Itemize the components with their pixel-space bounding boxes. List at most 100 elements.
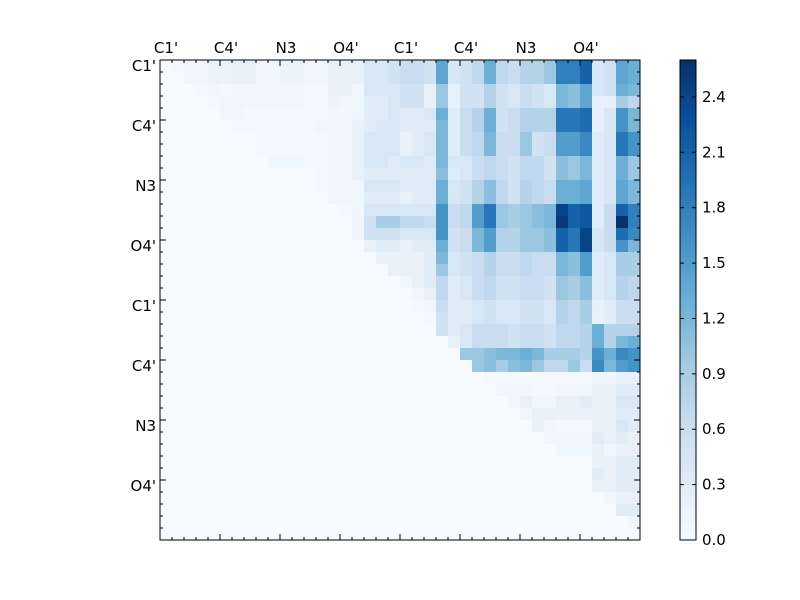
heatmap-cell <box>280 216 293 229</box>
heatmap-cell <box>628 60 641 73</box>
heatmap-cell <box>160 384 173 397</box>
heatmap-cell <box>532 252 545 265</box>
heatmap-cell <box>400 456 413 469</box>
heatmap-cell <box>604 492 617 505</box>
heatmap-cell <box>352 504 365 517</box>
heatmap-cell <box>280 96 293 109</box>
colorbar-tick-label: 0.6 <box>702 420 726 438</box>
heatmap-cell <box>196 192 209 205</box>
heatmap-cell <box>520 144 533 157</box>
heatmap-cell <box>592 456 605 469</box>
heatmap-cell <box>160 72 173 85</box>
heatmap-cell <box>268 492 281 505</box>
heatmap-cell <box>160 312 173 325</box>
heatmap-cell <box>376 108 389 121</box>
heatmap-cell <box>568 120 581 133</box>
x-tick-label: C4' <box>454 39 478 57</box>
heatmap-cell <box>616 96 629 109</box>
heatmap-cell <box>400 132 413 145</box>
heatmap-cell <box>256 384 269 397</box>
heatmap-cell <box>568 504 581 517</box>
heatmap-cell <box>592 276 605 289</box>
heatmap-cell <box>544 240 557 253</box>
heatmap-cell <box>376 360 389 373</box>
heatmap-cell <box>604 156 617 169</box>
heatmap-cell <box>340 168 353 181</box>
heatmap-cell <box>304 420 317 433</box>
heatmap-cell <box>364 528 377 541</box>
heatmap-cell <box>616 324 629 337</box>
heatmap-cell <box>268 324 281 337</box>
heatmap-cell <box>184 516 197 529</box>
heatmap-cell <box>460 360 473 373</box>
heatmap-cell <box>460 84 473 97</box>
axis-ticks <box>160 60 640 540</box>
heatmap-cell <box>604 348 617 361</box>
heatmap-cell <box>292 336 305 349</box>
heatmap-cell <box>352 252 365 265</box>
heatmap-cell <box>280 108 293 121</box>
heatmap-cell <box>448 300 461 313</box>
heatmap-cell <box>172 504 185 517</box>
heatmap-cell <box>580 396 593 409</box>
x-tick-label: O4' <box>333 39 358 57</box>
heatmap-cell <box>472 312 485 325</box>
heatmap-cell <box>424 144 437 157</box>
heatmap-cell <box>352 528 365 541</box>
heatmap-cell <box>184 288 197 301</box>
heatmap-cell <box>232 144 245 157</box>
heatmap-cell <box>628 360 641 373</box>
heatmap-cell <box>280 204 293 217</box>
heatmap-cell <box>628 120 641 133</box>
heatmap-cell <box>376 96 389 109</box>
heatmap-cell <box>544 264 557 277</box>
heatmap-cell <box>160 96 173 109</box>
heatmap-cell <box>232 72 245 85</box>
y-tick-label: C1' <box>132 57 156 75</box>
heatmap-cell <box>448 216 461 229</box>
heatmap-cell <box>592 384 605 397</box>
heatmap-cell <box>364 216 377 229</box>
heatmap-cell <box>268 300 281 313</box>
heatmap-cell <box>544 480 557 493</box>
heatmap-cell <box>472 288 485 301</box>
heatmap-cell <box>628 312 641 325</box>
heatmap-cell <box>172 336 185 349</box>
heatmap-cell <box>436 204 449 217</box>
heatmap-cell <box>196 516 209 529</box>
heatmap-cell <box>508 108 521 121</box>
heatmap-cell <box>544 72 557 85</box>
heatmap-cell <box>196 528 209 541</box>
heatmap-cell <box>436 480 449 493</box>
heatmap-cell <box>220 528 233 541</box>
heatmap-cell <box>412 144 425 157</box>
heatmap-cell <box>436 528 449 541</box>
heatmap-cell <box>544 348 557 361</box>
heatmap-cell <box>508 432 521 445</box>
heatmap-cell <box>460 456 473 469</box>
heatmap-cell <box>460 156 473 169</box>
heatmap-cell <box>244 276 257 289</box>
heatmap-cell <box>328 132 341 145</box>
heatmap-cell <box>220 420 233 433</box>
heatmap-cell <box>268 216 281 229</box>
heatmap-cell <box>352 492 365 505</box>
heatmap-cell <box>316 336 329 349</box>
heatmap-cell <box>352 276 365 289</box>
heatmap-cell <box>280 432 293 445</box>
heatmap-cell <box>244 420 257 433</box>
heatmap-cell <box>352 132 365 145</box>
heatmap-cell <box>388 144 401 157</box>
heatmap-cell <box>244 324 257 337</box>
heatmap-cell <box>424 96 437 109</box>
heatmap-cell <box>544 420 557 433</box>
heatmap-cell <box>376 492 389 505</box>
heatmap-cell <box>628 204 641 217</box>
heatmap-cell <box>328 204 341 217</box>
heatmap-cell <box>628 348 641 361</box>
heatmap-cell <box>568 84 581 97</box>
heatmap-cell <box>616 312 629 325</box>
heatmap-cell <box>568 336 581 349</box>
heatmap-cell <box>592 228 605 241</box>
heatmap-cell <box>196 492 209 505</box>
